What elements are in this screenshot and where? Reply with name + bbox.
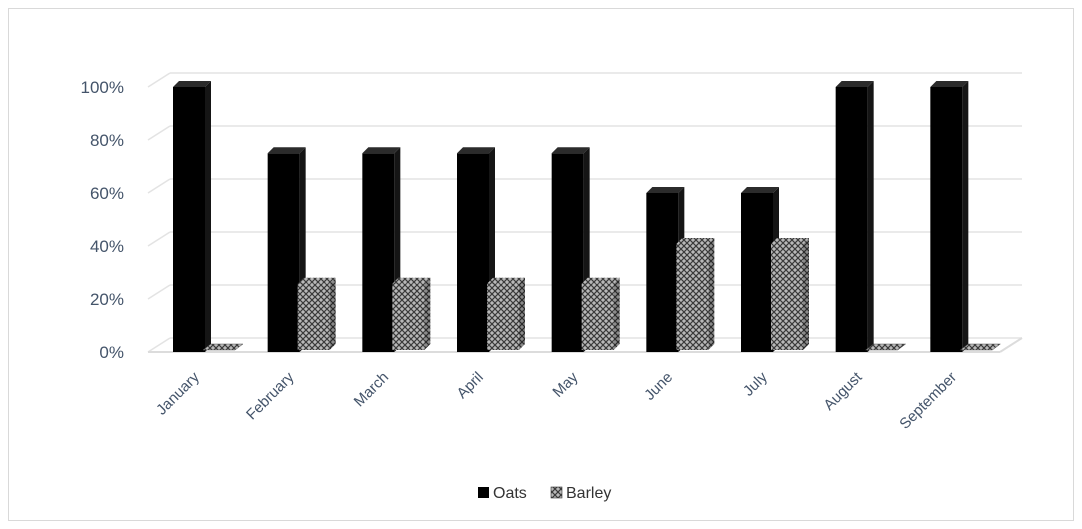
x-axis-ticks: January February March April May June July Augu…: [153, 368, 960, 432]
bar-barley-february: [297, 277, 336, 350]
bars: [173, 81, 1002, 352]
bar-barley-september: [959, 343, 1002, 351]
gridline-connector: [147, 125, 171, 141]
y-tick-label: 20%: [90, 290, 124, 309]
x-tick-label: May: [549, 368, 581, 400]
bar-barley-august: [864, 343, 907, 351]
bar-barley-june: [676, 238, 715, 350]
legend-swatch: [550, 486, 563, 499]
gridline-connector: [147, 72, 171, 88]
bar-oats-january: [173, 81, 211, 352]
y-tick-label: 80%: [90, 131, 124, 150]
bar-oats-february: [267, 147, 306, 352]
legend: Oats Barley: [478, 485, 611, 502]
y-axis-ticks: 0% 20% 40% 60% 80% 100%: [81, 78, 124, 362]
x-tick-label: August: [820, 368, 866, 414]
x-tick-label: September: [896, 369, 960, 433]
bar-oats-august: [835, 81, 874, 352]
y-tick-label: 60%: [90, 184, 124, 203]
gridline-connector: [147, 178, 171, 194]
x-tick-label: March: [351, 369, 392, 410]
bar-oats-september: [930, 81, 969, 352]
x-tick-label: July: [740, 368, 771, 399]
legend-item-barley: Barley: [550, 485, 611, 502]
bar-barley-may: [581, 277, 620, 350]
gridline-connector: [147, 284, 171, 300]
x-tick-label: June: [641, 369, 676, 404]
gridline-connector: [147, 337, 171, 353]
bar-barley-april: [487, 277, 525, 350]
bar-barley-march: [392, 277, 431, 350]
x-tick-label: January: [153, 368, 203, 418]
legend-item-oats: Oats: [478, 485, 527, 502]
legend-label: Barley: [566, 485, 611, 502]
bar-barley-july: [771, 238, 809, 350]
floor-edge-side: [999, 337, 1023, 353]
y-tick-label: 0%: [99, 343, 124, 362]
bar-barley-january: [202, 343, 244, 351]
x-tick-label: February: [243, 368, 298, 423]
gridline-connector: [147, 231, 171, 247]
y-tick-label: 100%: [81, 78, 124, 97]
x-tick-label: April: [454, 369, 487, 402]
legend-swatch: [478, 487, 489, 498]
legend-label: Oats: [493, 485, 527, 502]
y-tick-label: 40%: [90, 237, 124, 256]
